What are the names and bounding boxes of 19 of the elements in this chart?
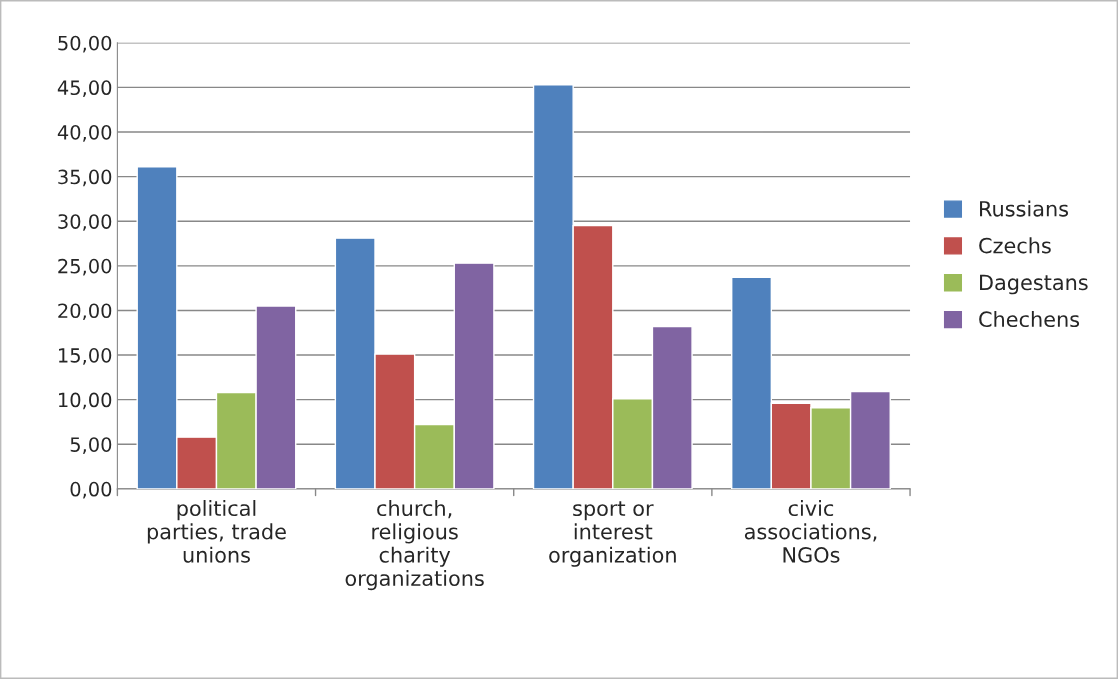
y-tick-label: 25,00	[58, 258, 112, 276]
y-tick-label: 10,00	[59, 392, 112, 410]
y-tick-label: 35,00	[58, 169, 112, 187]
legend-label: Dagestans	[980, 274, 1088, 295]
y-tick-label: 5,00	[70, 437, 112, 454]
y-tick-label: 50,00	[58, 35, 112, 53]
y-tick-label: 20,00	[58, 303, 112, 321]
x-tick-label: civic associations, NGOs	[744, 499, 877, 563]
y-tick-label: 15,00	[59, 348, 112, 365]
legend-label: Chechens	[979, 310, 1080, 328]
legend-label: Czechs	[979, 237, 1051, 254]
x-tick-label: church, religious charity organizations	[345, 499, 484, 591]
y-tick-label: 0,00	[70, 481, 112, 499]
x-tick-label: political parties, trade unions	[147, 499, 286, 563]
y-tick-label: 40,00	[57, 124, 112, 142]
x-tick-label: sport or interest organization	[549, 501, 676, 567]
y-tick-label: 30,00	[58, 214, 112, 231]
y-tick-label: 45,00	[57, 80, 112, 98]
legend-label: Russians	[980, 200, 1069, 217]
